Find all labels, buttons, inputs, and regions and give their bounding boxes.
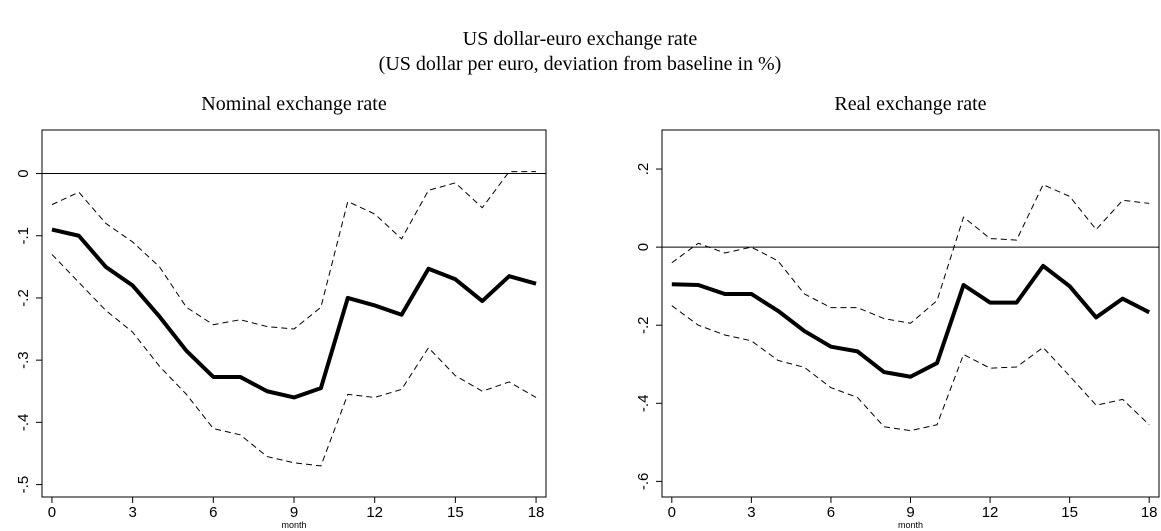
x-tick-label: 18 bbox=[1141, 504, 1158, 521]
x-tick-label: 6 bbox=[209, 504, 217, 521]
y-tick-label: -.5 bbox=[15, 476, 32, 494]
y-tick-label: -.2 bbox=[635, 316, 652, 334]
x-tick-label: 9 bbox=[906, 504, 914, 521]
confidence-band-line bbox=[51, 171, 537, 330]
x-tick-label: 15 bbox=[447, 504, 464, 521]
y-tick-label: -.2 bbox=[15, 289, 32, 307]
y-tick-label: -.4 bbox=[635, 395, 652, 413]
estimate-line bbox=[671, 263, 1151, 379]
x-tick-label: 0 bbox=[48, 504, 56, 521]
y-tick-label: -.3 bbox=[15, 351, 32, 369]
panel-title: Real exchange rate bbox=[834, 93, 986, 115]
x-tick-label: 6 bbox=[827, 504, 835, 521]
y-tick-label: -.6 bbox=[635, 473, 652, 491]
estimate-line bbox=[51, 227, 537, 400]
x-tick-label: 18 bbox=[528, 504, 545, 521]
figure-title: US dollar-euro exchange rate bbox=[463, 28, 698, 50]
y-tick-label: 0 bbox=[15, 169, 32, 177]
y-tick-label: -.4 bbox=[15, 414, 32, 432]
figure-subtitle: (US dollar per euro, deviation from base… bbox=[379, 53, 782, 75]
x-tick-label: 3 bbox=[747, 504, 755, 521]
x-tick-label: 15 bbox=[1061, 504, 1078, 521]
x-tick-label: 12 bbox=[982, 504, 999, 521]
x-tick-label: 0 bbox=[668, 504, 676, 521]
plot-frame bbox=[661, 129, 1160, 498]
panel: Real exchange rate .2 0 -.2 -.4 -.6 0 3 6 9 12 15 18… bbox=[635, 93, 1160, 530]
y-tick-label: .2 bbox=[635, 163, 652, 176]
plot-frame bbox=[41, 129, 547, 498]
panel-title: Nominal exchange rate bbox=[201, 93, 387, 115]
x-axis-label: month bbox=[281, 520, 306, 530]
y-tick-label: -.1 bbox=[15, 227, 32, 245]
x-tick-label: 12 bbox=[366, 504, 383, 521]
confidence-band-line bbox=[671, 184, 1150, 324]
panel: Nominal exchange rate 0 -.1 -.2 -.3 -.4 -.5 0 3 6… bbox=[15, 93, 547, 530]
x-tick-label: 9 bbox=[290, 504, 298, 521]
x-axis-label: month bbox=[898, 520, 923, 530]
confidence-band-line bbox=[51, 254, 537, 467]
confidence-band-line bbox=[671, 305, 1150, 432]
y-tick-label: 0 bbox=[635, 243, 652, 251]
x-tick-label: 3 bbox=[128, 504, 136, 521]
